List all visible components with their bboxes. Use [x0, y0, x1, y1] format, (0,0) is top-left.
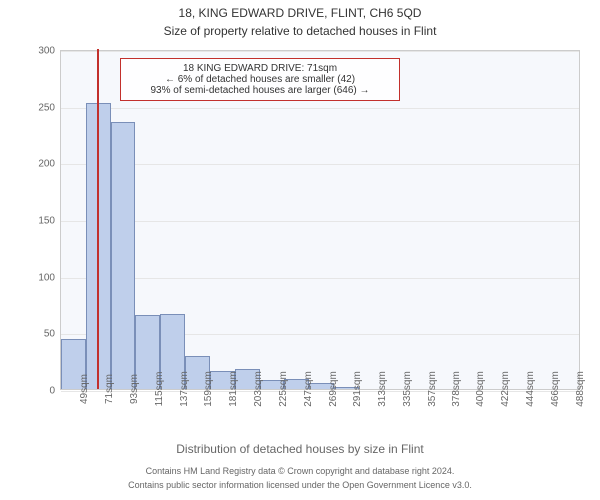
histogram-bar [111, 122, 136, 389]
x-tick-label: 400sqm [469, 371, 486, 407]
plot-area: 05010015020025030049sqm71sqm93sqm115sqm1… [60, 50, 580, 390]
footer-line-1: Contains HM Land Registry data © Crown c… [0, 466, 600, 476]
y-gridline [61, 278, 579, 279]
x-tick-label: 247sqm [297, 371, 314, 407]
x-tick-label: 291sqm [346, 371, 363, 407]
x-tick-label: 225sqm [272, 371, 289, 407]
footer-line-2: Contains public sector information licen… [0, 480, 600, 490]
y-tick-label: 200 [38, 159, 61, 170]
y-tick-label: 150 [38, 216, 61, 227]
y-tick-label: 300 [38, 46, 61, 57]
y-tick-label: 50 [44, 329, 61, 340]
x-tick-label: 203sqm [247, 371, 264, 407]
x-tick-label: 444sqm [519, 371, 536, 407]
x-tick-label: 159sqm [197, 371, 214, 407]
info-line-2: ← 6% of detached houses are smaller (42) [129, 74, 391, 85]
y-gridline [61, 221, 579, 222]
x-tick-label: 378sqm [445, 371, 462, 407]
chart-title: 18, KING EDWARD DRIVE, FLINT, CH6 5QD [0, 6, 600, 20]
x-tick-label: 335sqm [396, 371, 413, 407]
y-gridline [61, 108, 579, 109]
x-tick-label: 115sqm [148, 372, 165, 407]
chart-subtitle: Size of property relative to detached ho… [0, 24, 600, 38]
y-gridline [61, 51, 579, 52]
y-tick-label: 250 [38, 102, 61, 113]
info-box: 18 KING EDWARD DRIVE: 71sqm ← 6% of deta… [120, 58, 400, 101]
chart-container: 18, KING EDWARD DRIVE, FLINT, CH6 5QD Si… [0, 0, 600, 500]
x-tick-label: 137sqm [173, 371, 190, 407]
x-tick-label: 181sqm [222, 371, 239, 407]
x-tick-label: 49sqm [73, 374, 90, 404]
x-tick-label: 269sqm [322, 371, 339, 407]
x-tick-label: 313sqm [371, 371, 388, 407]
y-tick-label: 100 [38, 272, 61, 283]
info-line-1: 18 KING EDWARD DRIVE: 71sqm [129, 63, 391, 74]
x-tick-label: 466sqm [544, 371, 561, 407]
x-tick-label: 71sqm [98, 374, 115, 404]
x-tick-label: 422sqm [494, 371, 511, 407]
info-line-3: 93% of semi-detached houses are larger (… [129, 85, 391, 96]
x-tick-label: 93sqm [123, 374, 140, 404]
y-gridline [61, 164, 579, 165]
x-axis-label: Distribution of detached houses by size … [0, 442, 600, 456]
y-tick-label: 0 [49, 386, 61, 397]
x-tick-label: 488sqm [569, 371, 586, 407]
property-marker-line [97, 49, 99, 389]
x-tick-label: 357sqm [421, 371, 438, 407]
